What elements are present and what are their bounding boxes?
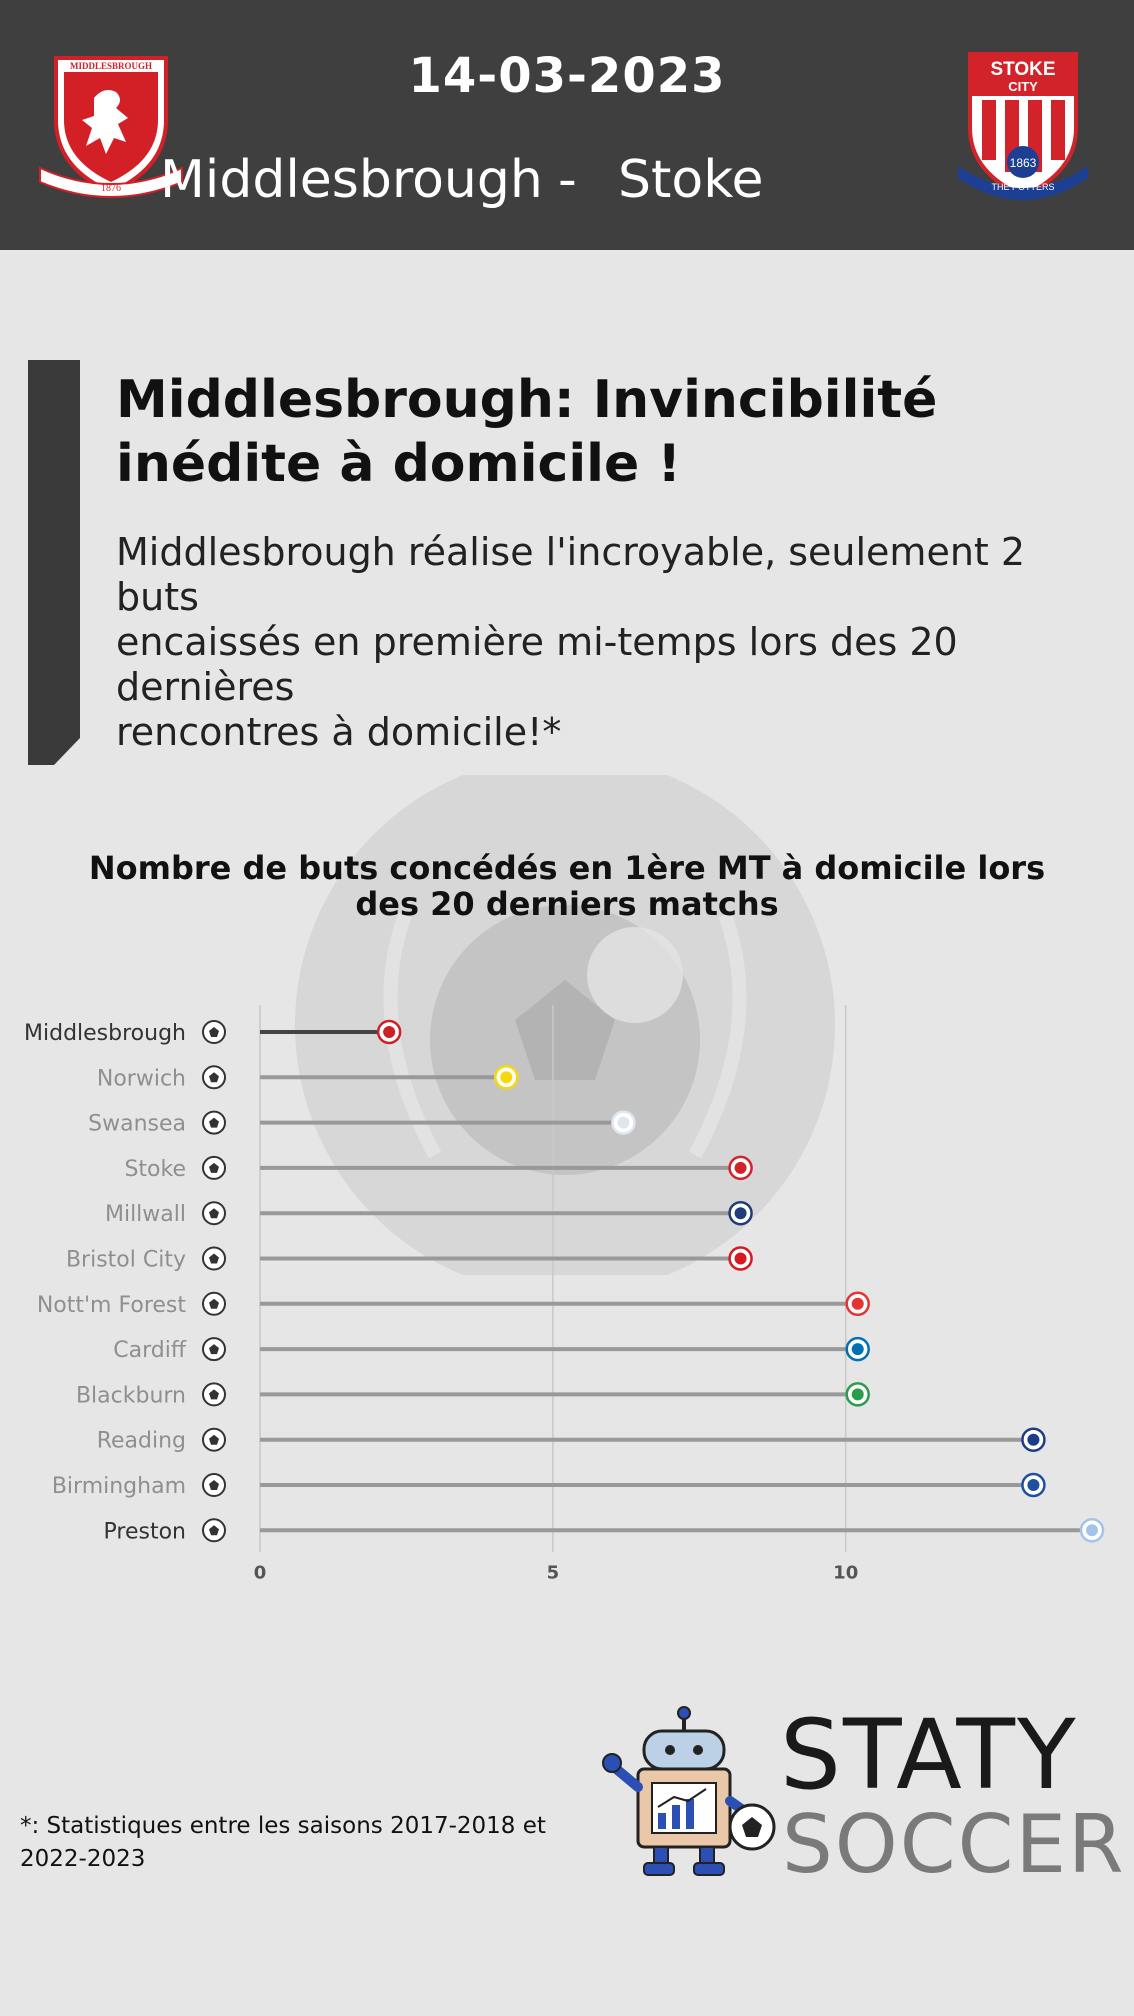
soccer-ball-icon	[202, 1201, 226, 1226]
headline-accent-bar	[28, 360, 80, 765]
home-crest-name-text: MIDDLESBROUGH	[70, 61, 152, 71]
footnote-line: *: Statistiques entre les saisons 2017-2…	[20, 1813, 546, 1839]
home-team-name: Middlesbrough	[160, 150, 543, 210]
soccer-ball-icon	[202, 1155, 226, 1180]
footnote: *: Statistiques entre les saisons 2017-2…	[20, 1810, 560, 1876]
away-crest-year-text: 1863	[1010, 156, 1037, 170]
soccer-ball-icon	[202, 1246, 226, 1271]
headline-title: Middlesbrough: Invincibilité inédite à d…	[116, 368, 1016, 496]
x-tick-label: 0	[254, 1562, 267, 1583]
teams-separator: -	[558, 150, 577, 210]
headline-body: Middlesbrough réalise l'incroyable, seul…	[116, 530, 1116, 755]
x-tick-label: 5	[547, 1562, 560, 1583]
middlesbrough-crest-icon: MIDDLESBROUGH 1876	[39, 56, 183, 198]
stoke-city-crest-icon: STOKE CITY 1863 THE POTTERS	[958, 52, 1088, 200]
soccer-ball-icon	[202, 1518, 226, 1543]
blackburn-badge-icon	[845, 1382, 870, 1407]
category-label: Birmingham	[52, 1474, 186, 1499]
category-label: Swansea	[88, 1112, 186, 1137]
brand-name-top: STATY	[780, 1699, 1078, 1811]
headline-title-line: inédite à domicile !	[116, 434, 682, 494]
norwich-badge-icon	[494, 1065, 519, 1090]
soccer-ball-icon	[202, 1337, 226, 1362]
away-crest-city-text: CITY	[1008, 79, 1038, 94]
chart-title-line: Nombre de buts concédés en 1ère MT à dom…	[88, 849, 1046, 887]
preston-badge-icon	[1079, 1518, 1105, 1543]
stoke-badge-icon	[728, 1155, 753, 1181]
headline-body-line: rencontres à domicile!*	[116, 710, 562, 754]
category-label: Blackburn	[76, 1383, 186, 1408]
soccer-ball-icon	[202, 1382, 226, 1407]
soccer-ball-icon	[202, 1427, 226, 1452]
chart-title-line: des 20 derniers matchs	[355, 885, 779, 923]
robot-mascot-icon	[602, 1706, 776, 1876]
category-label: Bristol City	[66, 1248, 186, 1273]
home-crest-year-text: 1876	[101, 183, 121, 194]
away-crest-banner-text: THE POTTERS	[991, 182, 1054, 192]
category-label: Preston	[104, 1519, 186, 1544]
brand-name-bottom: SOCCER	[782, 1798, 1126, 1891]
bristol-city-badge-icon	[728, 1246, 753, 1271]
reading-badge-icon	[1021, 1427, 1046, 1452]
soccer-ball-icon	[202, 1065, 226, 1090]
match-header: MIDDLESBROUGH 1876 14-03-2023 Middlesbro…	[0, 0, 1134, 250]
soccer-ball-icon	[202, 1020, 226, 1044]
category-label: Cardiff	[113, 1338, 187, 1363]
birmingham-badge-icon	[1021, 1472, 1046, 1498]
soccer-ball-icon	[202, 1291, 226, 1316]
nottm-forest-badge-icon	[845, 1291, 870, 1317]
category-label: Millwall	[105, 1202, 186, 1227]
middlesbrough-badge-icon	[376, 1019, 402, 1045]
category-label: Middlesbrough	[24, 1021, 186, 1046]
category-label: Nott'm Forest	[37, 1293, 187, 1318]
headline-title-line: Middlesbrough: Invincibilité	[116, 370, 938, 430]
away-crest-stoke-text: STOKE	[990, 59, 1055, 80]
swansea-badge-icon	[611, 1110, 636, 1135]
x-tick-label: 10	[833, 1562, 858, 1583]
chart-title: Nombre de buts concédés en 1ère MT à dom…	[80, 850, 1054, 922]
cardiff-badge-icon	[845, 1336, 870, 1362]
category-label: Norwich	[97, 1066, 186, 1091]
away-team-name: Stoke	[618, 150, 764, 210]
category-label: Stoke	[124, 1157, 186, 1182]
headline-body-line: encaissés en première mi-temps lors des …	[116, 620, 958, 709]
headline-body-line: Middlesbrough réalise l'incroyable, seul…	[116, 530, 1026, 619]
millwall-badge-icon	[728, 1200, 753, 1226]
soccer-ball-icon	[202, 1473, 226, 1497]
footnote-line: 2022-2023	[20, 1846, 146, 1872]
match-date: 14-03-2023	[408, 48, 726, 104]
teams-line: Middlesbrough - Stoke	[0, 150, 1134, 220]
category-label: Reading	[97, 1429, 186, 1454]
soccer-ball-icon	[202, 1110, 226, 1135]
goals-conceded-bar-chart: 0 5 10 Middlesbrough Norwich Swansea Stoke Mill…	[24, 1005, 1105, 1583]
